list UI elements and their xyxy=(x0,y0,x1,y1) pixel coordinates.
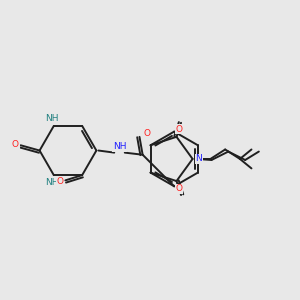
Text: NH: NH xyxy=(113,142,126,151)
Text: NH: NH xyxy=(45,114,58,123)
Text: O: O xyxy=(57,177,64,186)
Text: O: O xyxy=(143,129,150,138)
Text: N: N xyxy=(196,154,202,164)
Text: O: O xyxy=(176,184,182,193)
Text: O: O xyxy=(176,124,182,134)
Text: O: O xyxy=(12,140,19,149)
Text: NH: NH xyxy=(45,178,58,187)
